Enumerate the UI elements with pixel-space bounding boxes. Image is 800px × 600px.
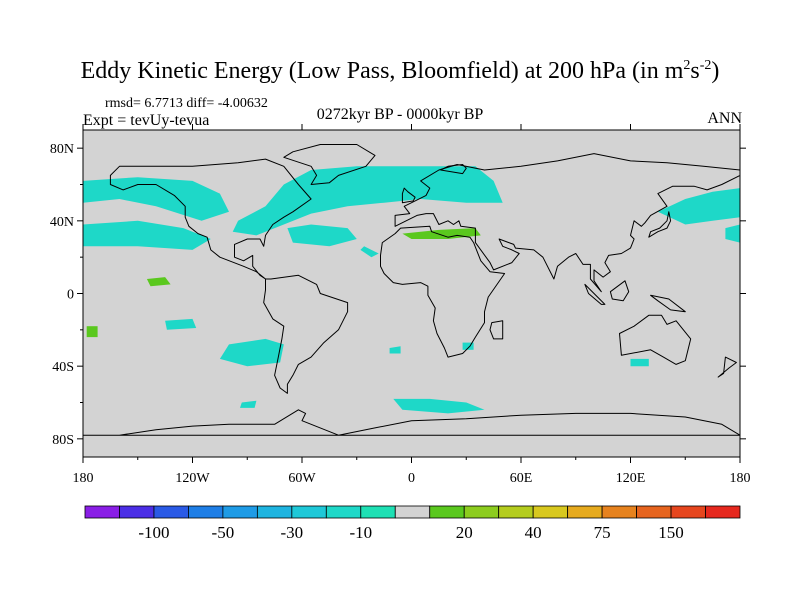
- anomaly-region-negative: [360, 246, 379, 258]
- colorbar-label: 75: [594, 523, 611, 542]
- coastline-africa: [380, 225, 506, 358]
- lon-tick-label: 60E: [510, 471, 533, 486]
- colorbar-label: -10: [349, 523, 372, 542]
- colorbar-swatch: [429, 505, 465, 519]
- anomaly-region-negative: [630, 358, 649, 367]
- colorbar-label: -30: [281, 523, 304, 542]
- anomaly-region-negative: [657, 188, 740, 225]
- colorbar-swatch: [532, 505, 569, 519]
- map-title: Eddy Kinetic Energy (Low Pass, Bloomfiel…: [80, 58, 720, 84]
- lat-tick-label: 80N: [50, 142, 74, 157]
- anomaly-region-negative: [232, 166, 503, 236]
- colorbar-swatch: [498, 505, 534, 519]
- colorbar-swatch: [670, 505, 706, 519]
- anomaly-regions: [83, 166, 740, 414]
- colorbar-swatch: [360, 505, 396, 519]
- colorbar: -100 -50 -30 -10 20 40 75 150: [84, 505, 741, 542]
- coastline-north-america: [109, 158, 312, 280]
- colorbar-swatch: [463, 505, 500, 519]
- colorbar-swatch: [188, 505, 224, 519]
- coastline-sumatra: [584, 283, 606, 305]
- colorbar-label: 20: [456, 523, 473, 542]
- lon-tick-label: 180: [730, 471, 751, 486]
- colorbar-swatch: [119, 505, 155, 519]
- colorbar-swatch: [222, 505, 258, 519]
- coastline-south-america: [263, 274, 349, 394]
- colorbar-swatch: [601, 505, 637, 519]
- colorbar-swatch: [84, 505, 120, 519]
- colorbar-label: -100: [138, 523, 169, 542]
- lon-tick-label: 180: [73, 471, 94, 486]
- coastline-borneo: [609, 280, 630, 302]
- coastline-new-guinea: [650, 294, 686, 313]
- colorbar-swatch: [153, 505, 189, 519]
- anomaly-region-negative: [219, 338, 284, 367]
- coastline-japan: [648, 211, 672, 238]
- experiment-label: Expt = tevUy-tevua: [83, 112, 210, 129]
- colorbar-swatch: [567, 505, 603, 519]
- stats-text: rmsd= 6.7713 diff= -4.00632: [105, 96, 268, 111]
- anomaly-region-negative: [389, 346, 401, 354]
- colorbar-swatch: [291, 505, 327, 519]
- anomaly-region-negative: [287, 224, 357, 247]
- coastline-greenland: [283, 144, 376, 185]
- colorbar-swatch: [705, 505, 741, 519]
- colorbar-swatch: [325, 505, 362, 519]
- season-label: ANN: [707, 110, 742, 127]
- lat-tick-label: 80S: [52, 433, 74, 448]
- coastline-new-zealand: [717, 356, 737, 378]
- colorbar-label: 150: [658, 523, 684, 542]
- colorbar-swatch: [394, 505, 431, 519]
- coastline-australia: [619, 314, 692, 365]
- axis-ticks: 80N 40N 0 40S 80S 180 120W 60W 0 60E 120E 180: [50, 124, 751, 486]
- coastline-scandinavia-north: [440, 164, 467, 175]
- colorbar-label: 40: [525, 523, 542, 542]
- period-label: 0272kyr BP - 0000kyr BP: [316, 106, 484, 123]
- lon-tick-label: 0: [408, 471, 415, 486]
- lat-tick-label: 40S: [52, 360, 74, 375]
- coastline-eurasia: [394, 153, 740, 293]
- anomaly-region-negative: [240, 400, 257, 408]
- lat-tick-label: 40N: [50, 215, 74, 230]
- coastlines: [83, 144, 740, 436]
- colorbar-swatch: [636, 505, 672, 519]
- anomaly-region-positive: [146, 277, 171, 287]
- coastline-antarctica: [83, 409, 740, 436]
- anomaly-region-negative: [393, 398, 485, 414]
- coastline-madagascar: [489, 320, 504, 340]
- colorbar-swatch: [256, 505, 293, 519]
- lat-tick-label: 0: [67, 288, 74, 303]
- anomaly-region-negative: [725, 224, 740, 243]
- anomaly-region-positive: [86, 326, 98, 338]
- colorbar-label: -50: [212, 523, 235, 542]
- anomaly-region-negative: [165, 318, 197, 330]
- coastline-great-britain: [401, 187, 416, 204]
- lon-tick-label: 120W: [175, 471, 210, 486]
- lon-tick-label: 60W: [288, 471, 316, 486]
- anomaly-region-negative: [83, 220, 211, 250]
- lon-tick-label: 120E: [616, 471, 646, 486]
